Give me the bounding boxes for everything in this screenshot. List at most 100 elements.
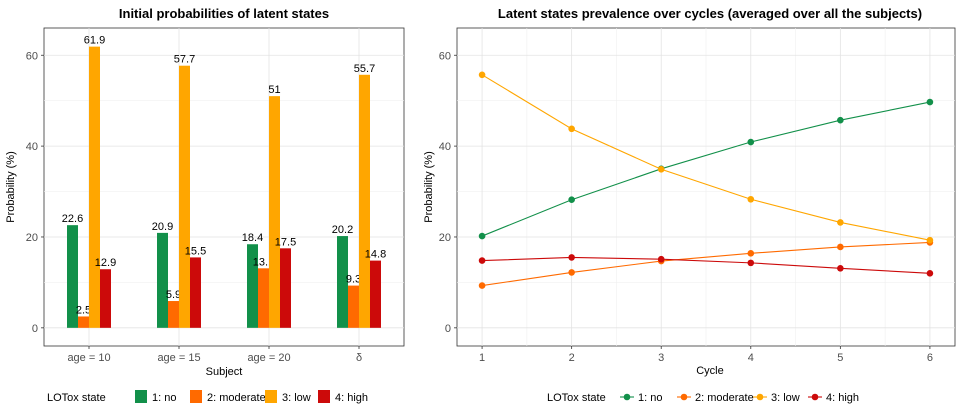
bar--1-no <box>337 236 348 328</box>
legend-label-4-high: 4: high <box>335 392 368 404</box>
line-chart-y-tick-label: 60 <box>439 50 451 62</box>
line-point-3-low <box>568 125 575 133</box>
bar-age-10-1-no <box>67 225 78 328</box>
bar-chart-y-tick-label: 60 <box>26 50 38 62</box>
line-chart-legend: LOTox state 1: no 2: moderate 3: low 4: high <box>547 392 859 404</box>
line-point-3-low <box>837 219 844 226</box>
line-chart-y-tick-label: 0 <box>445 323 451 335</box>
bar-age-15-2-moderate <box>168 301 179 328</box>
bar-data-label: 12.9 <box>95 257 116 269</box>
bar-chart-x-tick-label: age = 15 <box>157 352 200 364</box>
bar-data-label: 22.6 <box>62 213 83 225</box>
bar-age-10-4-high <box>100 269 111 328</box>
bar-data-label: 13.1 <box>253 256 274 268</box>
bar-age-20-2-moderate <box>258 268 269 328</box>
bar-data-label: 20.9 <box>152 221 173 233</box>
line-point-1-no <box>747 138 755 146</box>
legend-swatch-2-moderate <box>190 390 202 403</box>
bar--4-high <box>370 260 381 328</box>
bar-data-label: 14.8 <box>365 249 386 261</box>
bar-chart-legend: LOTox state 1: no 2: moderate 3: low 4: high <box>47 390 368 404</box>
line-point-2-moderate <box>478 282 486 289</box>
legend-swatch-1-no <box>135 390 147 403</box>
line-chart-x-axis-label: Cycle <box>696 365 724 377</box>
line-point-3-low <box>478 71 486 79</box>
bar-age-15-4-high <box>190 257 201 328</box>
bar-data-label: 61.9 <box>84 35 105 47</box>
bar-data-label: 18.4 <box>242 232 263 244</box>
bar-data-label: 9.3 <box>346 274 361 286</box>
line-chart-x-tick-label: 6 <box>927 352 933 364</box>
bar-chart-y-tick-label: 20 <box>26 232 38 244</box>
line-chart-x-tick-label: 1 <box>479 352 485 364</box>
line-point-3-low <box>657 165 665 173</box>
bar-chart-axes: 0 20 40 60 age = 10 age = 15 age = 20 δ <box>26 50 362 364</box>
line-chart-x-tick-label: 3 <box>658 352 664 364</box>
legend-label-4-high: 4: high <box>826 392 859 404</box>
bar-data-label: 17.5 <box>275 236 296 248</box>
line-series-1-no <box>481 101 931 237</box>
line-point-1-no <box>568 196 575 204</box>
line-chart-x-tick-label: 2 <box>569 352 575 364</box>
bar-chart-bars: 22.6 20.9 18.4 20.2 2.5 5.9 13.1 9.3 61.9 57.7 51 5… <box>62 35 386 328</box>
legend-marker-4-high <box>811 393 819 401</box>
line-point-4-high <box>478 257 486 264</box>
line-series-3-low <box>481 74 931 241</box>
bar-chart-y-tick-label: 0 <box>32 323 38 335</box>
bar--3-low <box>359 74 370 328</box>
legend-marker-1-no <box>623 393 631 401</box>
bar-age-10-2-moderate <box>78 316 89 328</box>
bar-data-label: 5.9 <box>166 289 181 301</box>
legend-marker-2-moderate <box>680 393 688 401</box>
bar-data-label: 55.7 <box>354 63 375 75</box>
line-point-4-high <box>837 265 844 272</box>
bar-data-label: 15.5 <box>185 245 206 257</box>
bar-chart-legend-title: LOTox state <box>47 392 106 404</box>
bar-data-label: 51 <box>268 84 280 96</box>
line-chart-grid <box>457 28 955 346</box>
line-point-4-high <box>926 270 934 277</box>
bar-chart-y-axis-label: Probability (%) <box>5 151 17 223</box>
line-point-4-high <box>568 254 575 261</box>
bar-age-15-1-no <box>157 232 168 328</box>
bar-age-20-1-no <box>247 244 258 328</box>
bar-age-20-4-high <box>280 248 291 328</box>
line-point-3-low <box>926 236 934 244</box>
legend-label-3-low: 3: low <box>282 392 311 404</box>
bar-data-label: 2.5 <box>76 304 91 316</box>
bar-chart-x-tick-label: age = 10 <box>67 352 110 364</box>
line-chart-x-tick-label: 4 <box>748 352 754 364</box>
line-chart-title: Latent states prevalence over cycles (av… <box>498 6 922 21</box>
line-point-1-no <box>478 232 486 240</box>
legend-swatch-3-low <box>265 390 277 403</box>
legend-swatch-4-high <box>318 390 330 403</box>
line-series-4-high <box>482 256 930 274</box>
legend-label-2-moderate: 2: moderate <box>695 392 754 404</box>
line-chart-panel: Latent states prevalence over cycles (av… <box>423 6 956 404</box>
bar-age-20-3-low <box>269 96 280 328</box>
line-point-2-moderate <box>837 243 844 251</box>
bar-age-10-3-low <box>89 46 100 328</box>
line-chart-axes: 0 20 40 60 1 2 3 4 5 6 <box>439 50 933 364</box>
line-chart-y-axis-label: Probability (%) <box>423 151 435 223</box>
bar-chart-x-tick-label: age = 20 <box>247 352 290 364</box>
legend-label-1-no: 1: no <box>152 392 176 404</box>
line-point-2-moderate <box>568 269 575 276</box>
legend-marker-3-low <box>756 393 764 401</box>
bar-chart-title: Initial probabilities of latent states <box>119 6 329 21</box>
bar-chart-panel: Initial probabilities of latent states 2… <box>5 6 405 404</box>
line-chart-y-tick-label: 20 <box>439 232 451 244</box>
bar-chart-x-axis-label: Subject <box>206 366 243 378</box>
line-point-2-moderate <box>747 250 755 257</box>
line-chart-series <box>478 71 934 289</box>
bar-chart-x-tick-label: δ <box>356 352 362 364</box>
line-point-4-high <box>747 259 755 267</box>
line-chart-legend-title: LOTox state <box>547 392 606 404</box>
legend-label-2-moderate: 2: moderate <box>207 392 266 404</box>
line-series-2-moderate <box>481 241 930 287</box>
bar--2-moderate <box>348 285 359 328</box>
line-chart-y-tick-label: 40 <box>439 141 451 153</box>
bar-chart-y-tick-label: 40 <box>26 141 38 153</box>
legend-label-1-no: 1: no <box>638 392 662 404</box>
